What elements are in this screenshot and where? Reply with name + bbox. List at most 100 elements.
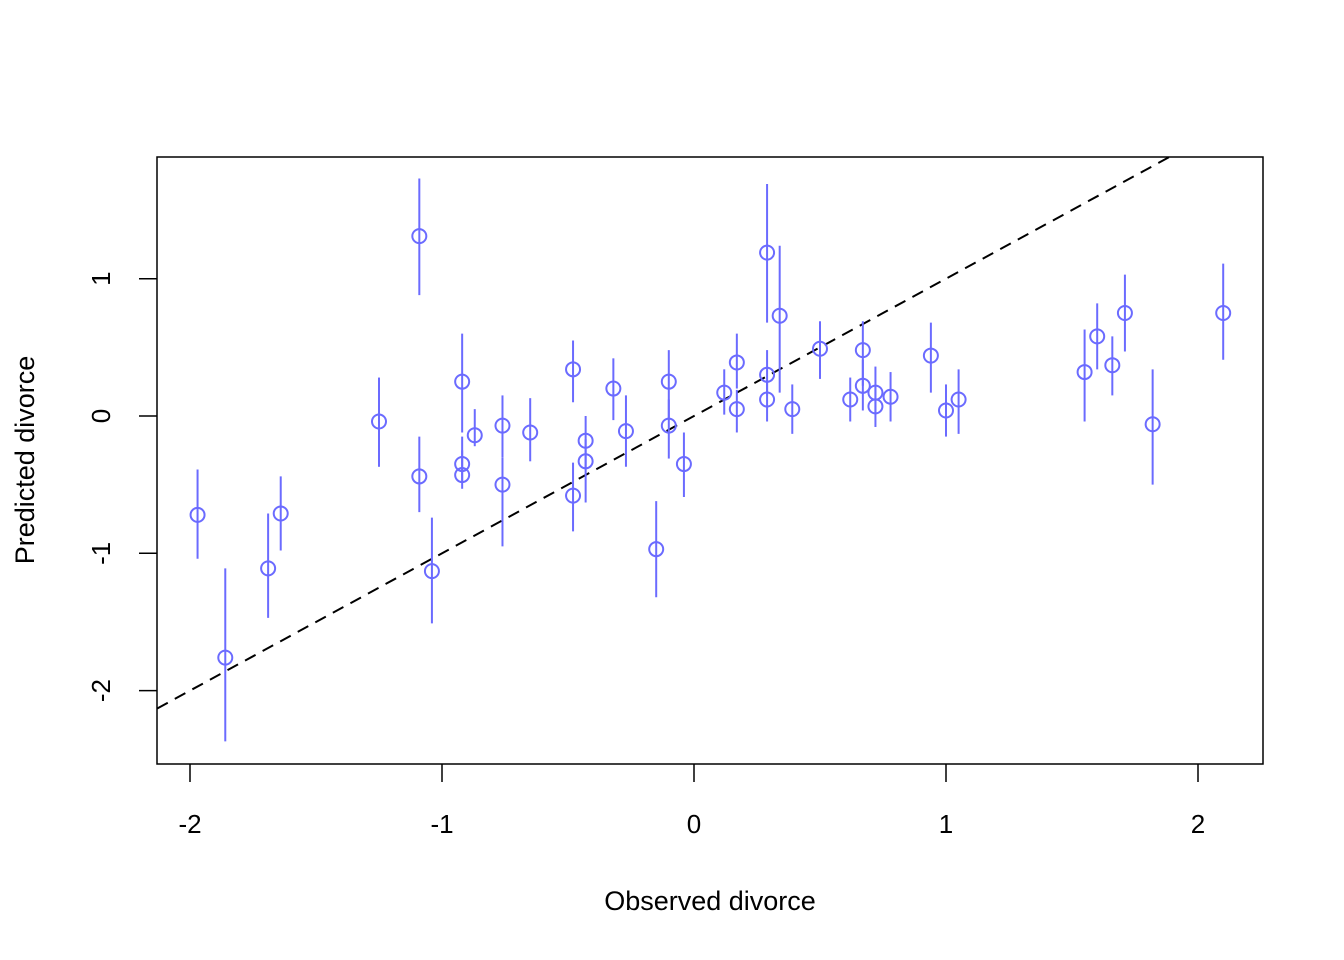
y-axis-title: Predicted divorce [10,356,40,565]
plot-frame [156,156,1264,765]
x-tick-label: 2 [1191,809,1205,839]
data-point-group [771,245,788,393]
y-tick-label: 0 [86,409,116,423]
data-point [617,423,634,440]
data-point-group [454,450,471,489]
data-point-group [1076,329,1093,422]
data-point-group [938,384,954,437]
x-tick-label: -1 [430,809,453,839]
data-point-group [217,568,234,742]
data-point [675,456,692,473]
data-point-group [882,372,899,422]
data-point-group [1104,336,1121,396]
y-axis: -2 -1 0 1 [86,271,157,702]
data-point [565,361,582,378]
data-point-group [371,377,387,467]
data-point-group [466,409,483,447]
data-point-group [1215,263,1232,360]
data-point [812,340,828,357]
data-point [565,487,582,504]
data-point [1144,416,1161,433]
data-point-group [522,398,539,462]
data-point [1089,328,1106,345]
data-point-group [189,469,206,559]
data-point [466,427,483,444]
data-point [494,417,511,434]
data-point [494,476,511,493]
x-axis-title: Observed divorce [604,886,816,916]
data-point [648,541,665,558]
data-point [454,467,471,484]
data-point-group [728,333,745,389]
data-point-group [759,183,776,323]
data-point [771,307,788,324]
data-point-group [1144,369,1161,485]
data-point [371,413,387,430]
data-point-group [617,395,634,467]
data-point [1076,364,1093,381]
data-point [1215,305,1232,322]
data-point [1104,357,1121,374]
x-axis: -2 -1 0 1 2 [178,764,1205,839]
data-point-group [867,384,884,427]
data-point [867,398,884,415]
data-point-group [842,377,859,422]
plot-marks [157,157,1232,742]
data-point-group [1089,303,1106,370]
x-tick-label: 1 [939,809,953,839]
data-point [728,354,745,371]
data-point-group [784,384,801,434]
data-point-group [660,399,677,459]
y-tick-label: 1 [86,271,116,285]
data-point [842,391,859,408]
data-point [454,373,471,390]
data-point [423,563,440,580]
data-point [411,468,428,485]
data-point [854,342,871,359]
y-tick-label: -2 [86,679,116,702]
data-point [950,391,967,408]
data-point [260,560,277,577]
data-point-group [728,389,745,433]
data-point [660,417,677,434]
data-point-group [411,436,428,513]
data-point [217,649,234,666]
data-point [938,402,954,419]
reference-line [157,157,1172,710]
data-point-group [648,501,665,598]
data-point-group [605,358,622,421]
data-point-group [494,395,511,458]
data-point-group [454,333,471,433]
data-point [272,505,289,522]
data-point [522,424,539,441]
data-point [660,373,677,390]
data-point-group [565,462,582,532]
data-point [759,391,776,408]
data-point [784,401,801,418]
y-tick-label: -1 [86,542,116,565]
data-point-group [922,322,939,393]
data-point-group [272,476,289,551]
data-point [605,380,622,397]
data-point-group [854,359,871,411]
x-tick-label: -2 [178,809,201,839]
data-point-group [411,178,428,296]
data-point [922,347,939,364]
data-point-group [494,457,511,547]
data-point [1116,305,1133,322]
data-point-group [423,517,440,624]
data-point [189,506,206,523]
data-point-group [675,432,692,498]
data-point-group [759,380,776,422]
data-point [716,384,733,401]
data-point-group [812,321,828,379]
data-point [882,388,899,405]
data-point-group [577,439,594,503]
data-point [577,453,594,470]
data-point [728,401,745,418]
x-tick-label: 0 [687,809,701,839]
data-point-group [260,513,277,618]
data-point [854,377,871,394]
data-point-group [565,340,582,403]
